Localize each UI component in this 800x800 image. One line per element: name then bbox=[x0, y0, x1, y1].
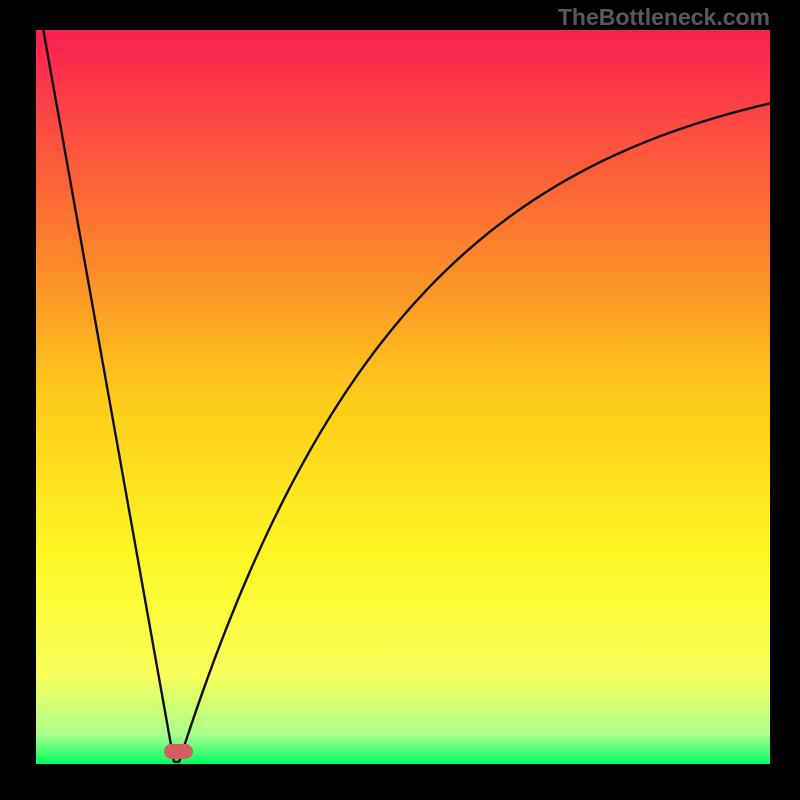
watermark-text: TheBottleneck.com bbox=[558, 4, 770, 31]
chart-frame: TheBottleneck.com bbox=[0, 0, 800, 800]
curve-layer bbox=[0, 0, 800, 800]
bottleneck-curve bbox=[43, 30, 770, 762]
min-marker bbox=[164, 744, 193, 759]
